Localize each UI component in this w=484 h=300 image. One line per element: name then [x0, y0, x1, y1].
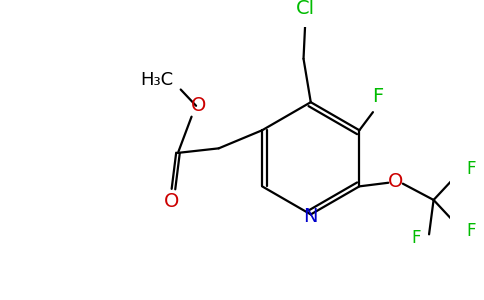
Text: F: F	[411, 229, 421, 247]
Text: H₃C: H₃C	[140, 71, 174, 89]
Text: F: F	[467, 160, 476, 178]
Text: Cl: Cl	[296, 0, 315, 18]
Text: F: F	[372, 87, 383, 106]
Text: O: O	[164, 192, 180, 211]
Text: F: F	[467, 222, 476, 240]
Text: O: O	[388, 172, 403, 191]
Text: O: O	[191, 96, 207, 115]
Text: N: N	[303, 207, 318, 226]
